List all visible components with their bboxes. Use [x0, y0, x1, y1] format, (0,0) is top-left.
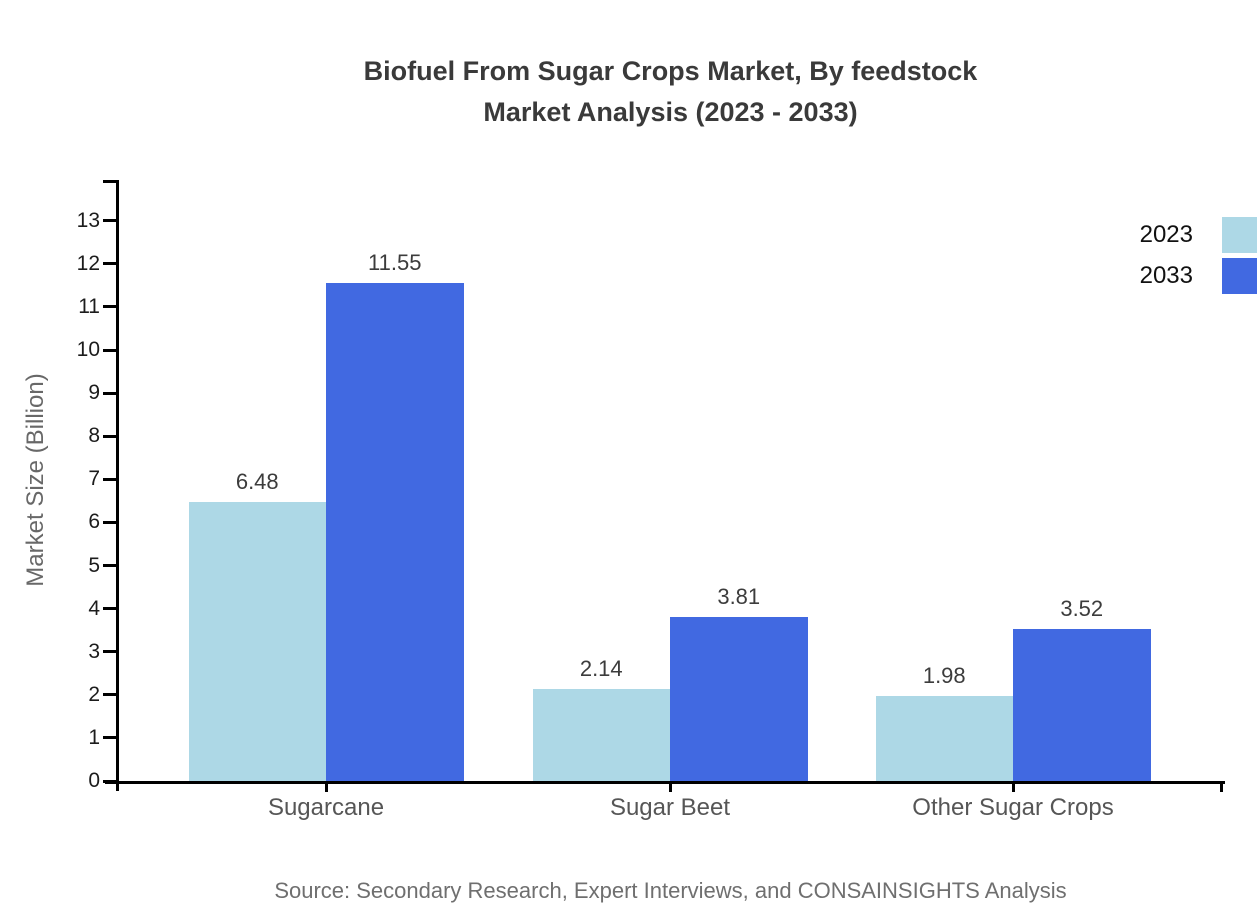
y-tick-label: 11 [78, 294, 100, 318]
y-tick-label: 9 [88, 381, 100, 405]
chart-title: Biofuel From Sugar Crops Market, By feed… [119, 51, 1222, 133]
bar-2023-sugar-beet [532, 688, 670, 781]
y-tick-label: 10 [76, 338, 100, 362]
y-tick-label: 12 [76, 251, 100, 275]
y-tick-mark [103, 736, 116, 740]
y-tick-mark [103, 305, 116, 309]
y-tick-label: 0 [88, 769, 100, 792]
y-tick-label: 8 [88, 424, 100, 448]
value-label: 3.81 [717, 583, 761, 609]
y-tick-mark [103, 348, 116, 352]
y-tick-label: 13 [76, 208, 100, 232]
bar-2033-other-sugar-crops [1013, 629, 1151, 781]
x-tick-mark [1011, 781, 1015, 792]
legend-swatch [1222, 258, 1257, 294]
y-tick-mark [103, 219, 116, 223]
y-tick-label: 4 [88, 596, 100, 620]
value-label: 1.98 [922, 662, 966, 688]
legend-row: 2023 [1140, 217, 1257, 253]
y-tick-mark [103, 607, 116, 611]
category-label: Sugar Beet [609, 794, 731, 821]
plot-area: 0 1 2 3 4 5 6 7 8 9 10 11 12 13 6.48 11.55 Sugarcane 2.14… [77, 180, 1225, 821]
y-tick-mark [103, 391, 116, 395]
legend-row: 2033 [1140, 258, 1257, 294]
y-tick-mark [103, 434, 116, 438]
y-tick-mark [103, 520, 116, 524]
chart-title-line1: Biofuel From Sugar Crops Market, By feed… [363, 56, 978, 86]
category-label: Other Sugar Crops [912, 794, 1114, 821]
y-axis-top-cap [103, 180, 119, 183]
source-note: Source: Secondary Research, Expert Inter… [274, 878, 1067, 903]
x-axis-line [105, 781, 1225, 784]
y-tick-label: 7 [88, 467, 100, 491]
y-tick-mark [103, 262, 116, 266]
x-tick-mark [324, 781, 328, 792]
y-tick-mark [103, 564, 116, 568]
y-tick-label: 6 [88, 510, 100, 534]
x-axis-end-tick [1220, 781, 1223, 792]
bar-2033-sugarcane [326, 283, 464, 781]
value-label: 3.52 [1060, 596, 1104, 622]
y-tick-mark [103, 477, 116, 481]
bar-2033-sugar-beet [670, 616, 808, 781]
legend-label: 2023 [1139, 221, 1193, 248]
legend-label: 2033 [1139, 262, 1193, 289]
chart-title-line2: Market Analysis (2023 - 2033) [483, 97, 858, 127]
y-tick-label: 3 [88, 639, 100, 663]
bar-2023-other-sugar-crops [875, 695, 1013, 781]
legend-swatch [1222, 217, 1257, 253]
legend: 2023 2033 [1140, 217, 1257, 294]
value-label: 6.48 [235, 468, 279, 494]
x-tick-mark [668, 781, 672, 792]
y-axis-spine [116, 180, 119, 791]
y-tick-mark [103, 693, 116, 697]
y-tick-label: 2 [88, 682, 100, 706]
category-label: Sugarcane [267, 794, 385, 821]
bar-2023-sugarcane [188, 501, 326, 781]
value-label: 2.14 [579, 655, 623, 681]
y-tick-mark [103, 650, 116, 654]
y-tick-label: 5 [88, 553, 100, 577]
value-label: 11.55 [368, 250, 422, 276]
y-tick-label: 1 [88, 725, 100, 749]
